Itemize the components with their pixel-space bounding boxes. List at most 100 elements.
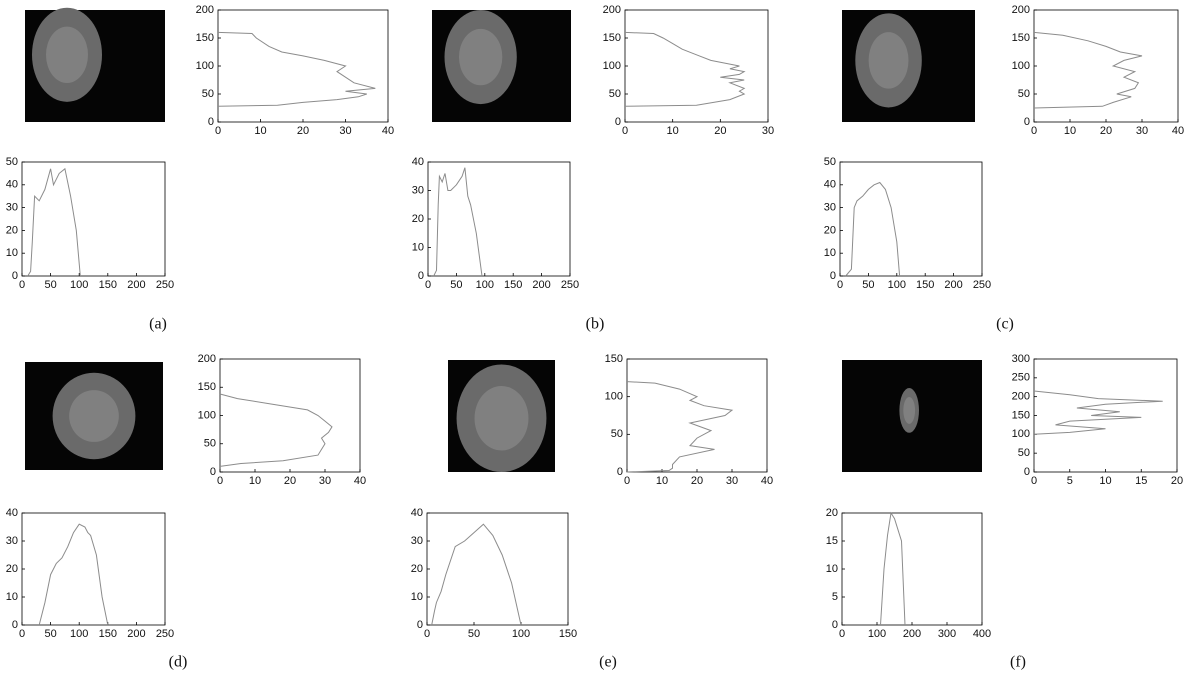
x-tick-label: 0 <box>19 628 25 640</box>
x-tick-label: 150 <box>99 628 117 640</box>
x-tick-label: 20 <box>691 475 703 487</box>
y-tick-label: 20 <box>411 563 423 575</box>
x-tick-label: 30 <box>319 475 331 487</box>
x-tick-label: 0 <box>215 125 221 137</box>
y-tick-label: 0 <box>417 619 423 631</box>
x-tick-label: 100 <box>476 279 494 291</box>
y-tick-label: 40 <box>412 156 424 168</box>
profile-line <box>626 381 734 473</box>
x-tick-label: 10 <box>1064 125 1076 137</box>
panel-label: (a) <box>149 316 167 333</box>
y-tick-label: 10 <box>6 591 18 603</box>
y-tick-label: 50 <box>6 156 18 168</box>
y-tick-label: 30 <box>6 202 18 214</box>
x-tick-label: 0 <box>1031 125 1037 137</box>
x-tick-label: 50 <box>44 628 56 640</box>
y-tick-label: 150 <box>198 381 216 393</box>
profile-line <box>624 31 746 107</box>
axes-box <box>21 161 166 277</box>
x-tick-label: 100 <box>868 628 886 640</box>
face-shade <box>69 390 119 442</box>
x-tick-label: 250 <box>973 279 991 291</box>
profile-line <box>27 167 81 277</box>
x-tick-label: 0 <box>839 628 845 640</box>
y-tick-label: 0 <box>617 466 623 478</box>
x-tick-label: 100 <box>888 279 906 291</box>
x-tick-label: 100 <box>70 628 88 640</box>
y-tick-label: 5 <box>832 591 838 603</box>
x-tick-label: 0 <box>424 628 430 640</box>
x-tick-label: 20 <box>297 125 309 137</box>
y-tick-label: 0 <box>1024 466 1030 478</box>
y-tick-label: 10 <box>6 247 18 259</box>
x-tick-label: 250 <box>561 279 579 291</box>
y-tick-label: 10 <box>826 563 838 575</box>
x-tick-label: 50 <box>468 628 480 640</box>
axes-box <box>1033 358 1178 473</box>
y-tick-label: 40 <box>824 179 836 191</box>
axes-box <box>427 161 571 277</box>
panel-label: (b) <box>586 316 605 333</box>
face-shade <box>474 385 529 451</box>
y-tick-label: 200 <box>1012 4 1030 16</box>
y-tick-label: 100 <box>1012 428 1030 440</box>
x-tick-label: 0 <box>217 475 223 487</box>
y-tick-label: 20 <box>6 563 18 575</box>
y-tick-label: 0 <box>615 116 621 128</box>
y-tick-label: 0 <box>418 270 424 282</box>
axes-box <box>217 9 389 123</box>
y-tick-label: 30 <box>6 535 18 547</box>
face-shade <box>903 396 916 424</box>
y-tick-label: 100 <box>198 409 216 421</box>
y-tick-label: 20 <box>412 213 424 225</box>
y-tick-label: 250 <box>1012 372 1030 384</box>
x-tick-label: 30 <box>1136 125 1148 137</box>
profile-line <box>845 181 901 277</box>
panel-label: (f) <box>1010 654 1026 671</box>
x-tick-label: 30 <box>339 125 351 137</box>
face-shade <box>458 28 503 86</box>
y-tick-label: 200 <box>603 4 621 16</box>
x-tick-label: 0 <box>622 125 628 137</box>
axes-box <box>839 161 983 277</box>
x-tick-label: 10 <box>254 125 266 137</box>
x-tick-label: 150 <box>916 279 934 291</box>
face-shade <box>868 32 909 89</box>
y-tick-label: 200 <box>198 353 216 365</box>
x-tick-label: 150 <box>559 628 577 640</box>
x-tick-label: 30 <box>762 125 774 137</box>
y-tick-label: 0 <box>830 270 836 282</box>
y-tick-label: 50 <box>611 428 623 440</box>
y-tick-label: 15 <box>826 535 838 547</box>
y-tick-label: 100 <box>196 60 214 72</box>
x-tick-label: 200 <box>944 279 962 291</box>
axes-box <box>626 358 768 473</box>
y-tick-label: 0 <box>832 619 838 631</box>
profile-line <box>217 31 376 107</box>
x-tick-label: 20 <box>1100 125 1112 137</box>
y-tick-label: 30 <box>412 184 424 196</box>
x-tick-label: 250 <box>156 628 174 640</box>
y-tick-label: 0 <box>210 466 216 478</box>
y-tick-label: 20 <box>824 224 836 236</box>
y-tick-label: 100 <box>1012 60 1030 72</box>
y-tick-label: 50 <box>824 156 836 168</box>
profile-line <box>433 167 483 277</box>
y-tick-label: 150 <box>196 32 214 44</box>
y-tick-label: 40 <box>6 507 18 519</box>
y-tick-label: 0 <box>12 270 18 282</box>
y-tick-label: 50 <box>204 438 216 450</box>
profile-line <box>219 393 333 467</box>
x-tick-label: 100 <box>512 628 530 640</box>
x-tick-label: 100 <box>70 279 88 291</box>
x-tick-label: 40 <box>354 475 366 487</box>
y-tick-label: 150 <box>1012 32 1030 44</box>
y-tick-label: 0 <box>208 116 214 128</box>
x-tick-label: 150 <box>99 279 117 291</box>
x-tick-label: 40 <box>1172 125 1184 137</box>
y-tick-label: 10 <box>411 591 423 603</box>
x-tick-label: 50 <box>450 279 462 291</box>
y-tick-label: 100 <box>605 391 623 403</box>
y-tick-label: 50 <box>202 88 214 100</box>
